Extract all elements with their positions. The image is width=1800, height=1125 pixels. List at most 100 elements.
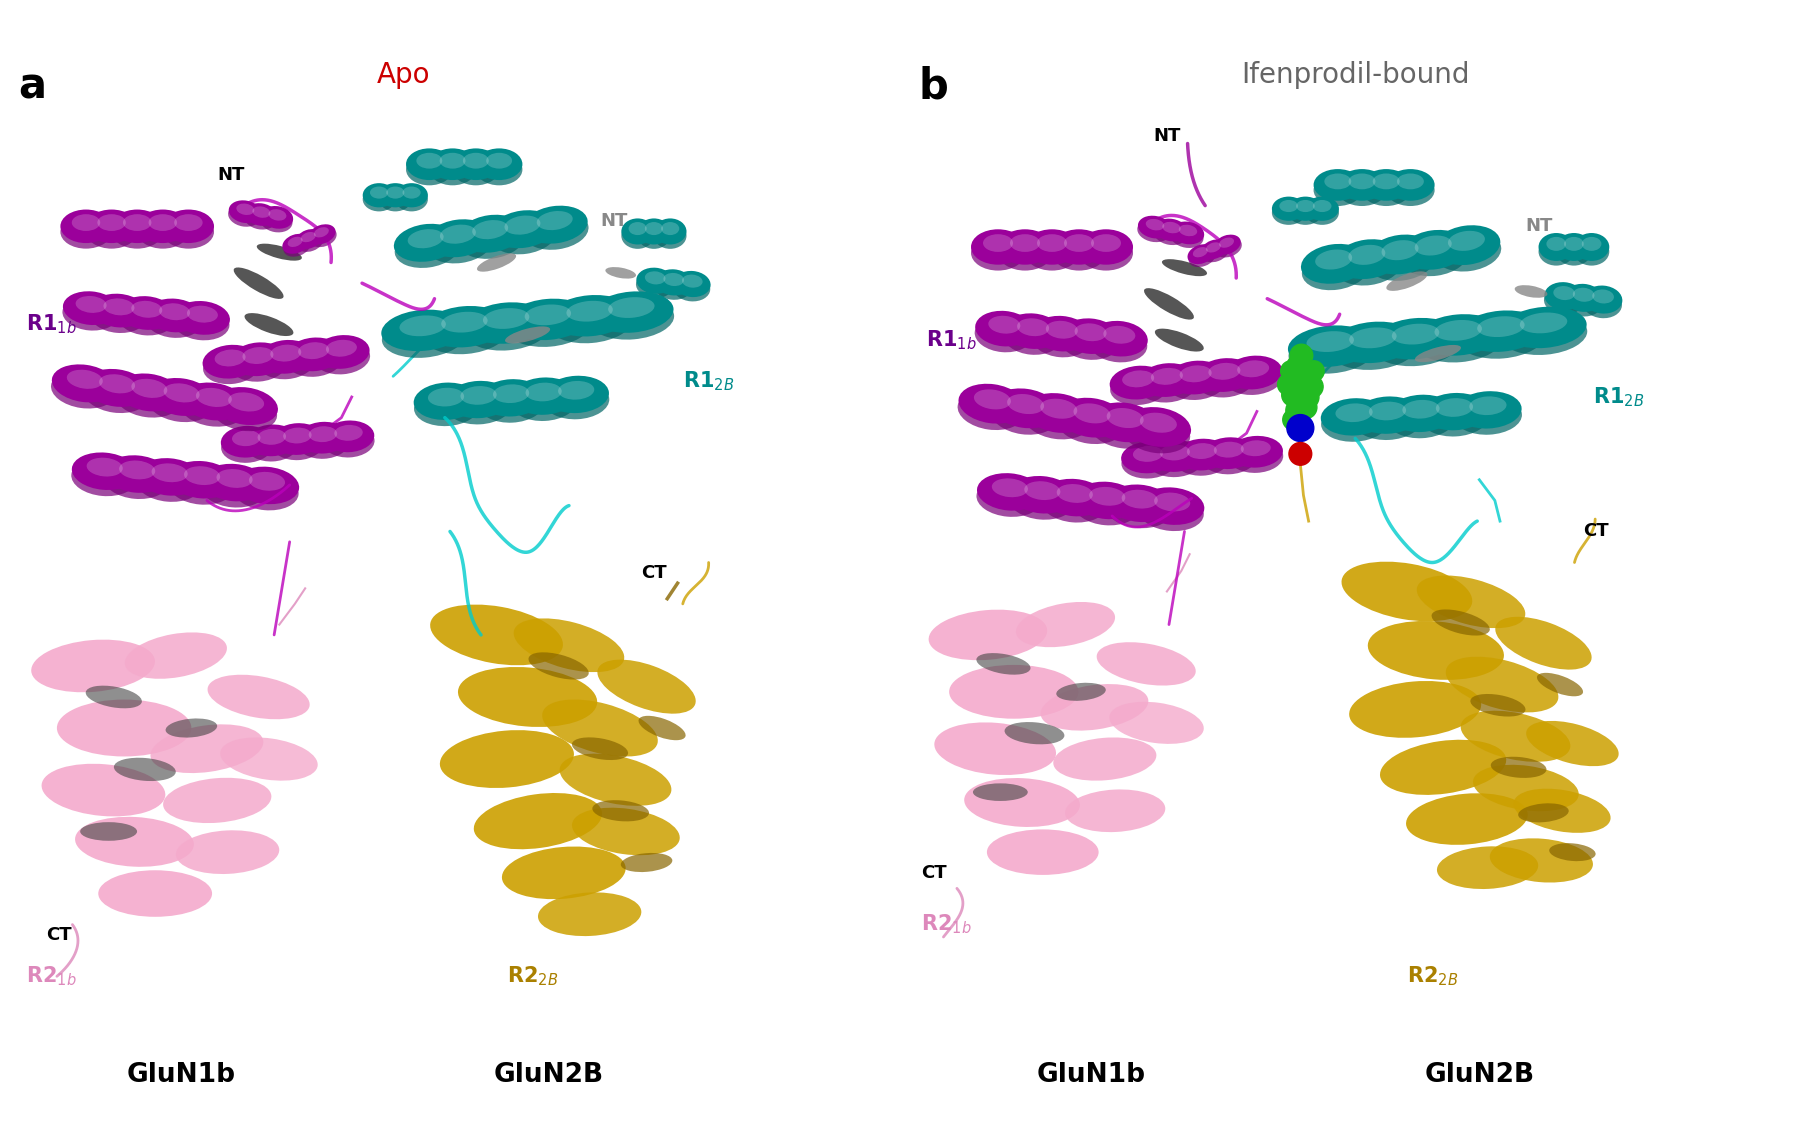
Ellipse shape [1415, 345, 1462, 362]
Ellipse shape [1213, 442, 1244, 458]
Ellipse shape [403, 187, 421, 199]
Ellipse shape [1024, 235, 1078, 271]
Ellipse shape [234, 472, 299, 511]
Ellipse shape [1010, 476, 1075, 513]
Ellipse shape [1109, 366, 1166, 399]
Ellipse shape [234, 467, 299, 504]
Ellipse shape [1460, 711, 1570, 762]
Ellipse shape [1436, 846, 1539, 889]
Ellipse shape [621, 223, 653, 249]
Ellipse shape [1516, 285, 1548, 298]
Ellipse shape [315, 341, 371, 375]
Ellipse shape [1341, 561, 1472, 621]
Ellipse shape [1229, 441, 1283, 472]
Ellipse shape [52, 364, 117, 403]
Ellipse shape [1073, 404, 1111, 423]
Ellipse shape [283, 428, 311, 443]
Ellipse shape [76, 817, 194, 866]
Ellipse shape [81, 822, 137, 840]
Ellipse shape [236, 204, 254, 215]
Ellipse shape [63, 291, 119, 325]
Ellipse shape [637, 268, 673, 294]
Text: b: b [918, 66, 949, 108]
Ellipse shape [653, 223, 686, 249]
Ellipse shape [67, 370, 103, 389]
Ellipse shape [169, 467, 234, 505]
Ellipse shape [1400, 229, 1467, 270]
Ellipse shape [1121, 447, 1175, 478]
Ellipse shape [560, 754, 671, 805]
Ellipse shape [162, 215, 214, 249]
Ellipse shape [86, 215, 137, 249]
Ellipse shape [382, 309, 464, 351]
Ellipse shape [974, 783, 1028, 801]
Ellipse shape [452, 154, 499, 186]
Ellipse shape [61, 209, 112, 243]
Ellipse shape [99, 871, 212, 917]
Ellipse shape [1201, 240, 1228, 260]
Ellipse shape [1062, 318, 1120, 354]
Ellipse shape [655, 269, 691, 296]
Ellipse shape [549, 295, 632, 336]
Ellipse shape [1138, 363, 1195, 397]
Ellipse shape [428, 388, 464, 406]
Ellipse shape [1584, 286, 1622, 314]
Ellipse shape [446, 387, 511, 424]
Ellipse shape [1305, 200, 1339, 225]
Ellipse shape [1046, 321, 1078, 339]
Ellipse shape [529, 652, 589, 680]
Ellipse shape [1289, 200, 1323, 225]
Ellipse shape [1381, 740, 1507, 795]
Ellipse shape [1037, 234, 1067, 252]
Ellipse shape [1237, 360, 1269, 377]
Ellipse shape [493, 385, 529, 403]
Ellipse shape [1546, 237, 1566, 251]
Ellipse shape [1544, 282, 1584, 310]
Ellipse shape [661, 222, 679, 235]
Ellipse shape [245, 207, 277, 230]
Ellipse shape [479, 386, 544, 423]
Circle shape [1287, 354, 1310, 377]
Ellipse shape [430, 154, 475, 186]
Ellipse shape [446, 381, 511, 418]
Ellipse shape [202, 464, 266, 502]
Ellipse shape [1321, 404, 1388, 442]
Ellipse shape [1166, 361, 1224, 395]
Ellipse shape [990, 395, 1057, 434]
Ellipse shape [1550, 843, 1595, 861]
Ellipse shape [61, 215, 112, 249]
Ellipse shape [407, 148, 452, 180]
Ellipse shape [965, 778, 1080, 827]
Ellipse shape [283, 234, 310, 254]
Ellipse shape [1219, 237, 1235, 248]
Ellipse shape [1003, 319, 1060, 354]
Ellipse shape [621, 218, 653, 244]
Ellipse shape [1519, 313, 1568, 333]
Ellipse shape [1229, 435, 1283, 468]
Ellipse shape [1386, 174, 1435, 206]
Text: GluN1b: GluN1b [126, 1062, 236, 1088]
Text: GluN2B: GluN2B [493, 1062, 603, 1088]
Ellipse shape [202, 470, 266, 507]
Ellipse shape [146, 298, 202, 332]
Ellipse shape [261, 206, 293, 228]
Ellipse shape [958, 390, 1024, 430]
Ellipse shape [117, 374, 182, 412]
Ellipse shape [1564, 284, 1602, 312]
Ellipse shape [137, 215, 189, 249]
Ellipse shape [268, 209, 286, 220]
Ellipse shape [1139, 487, 1204, 525]
Ellipse shape [1064, 234, 1094, 252]
Ellipse shape [1017, 318, 1049, 336]
Ellipse shape [1368, 241, 1435, 281]
Ellipse shape [176, 830, 279, 874]
Ellipse shape [229, 204, 261, 227]
Ellipse shape [1206, 242, 1220, 252]
Ellipse shape [1145, 288, 1193, 319]
Ellipse shape [182, 382, 245, 421]
Ellipse shape [1573, 288, 1595, 302]
Text: CT: CT [47, 926, 72, 944]
Ellipse shape [243, 348, 274, 364]
Ellipse shape [286, 343, 342, 377]
Ellipse shape [1057, 484, 1093, 503]
